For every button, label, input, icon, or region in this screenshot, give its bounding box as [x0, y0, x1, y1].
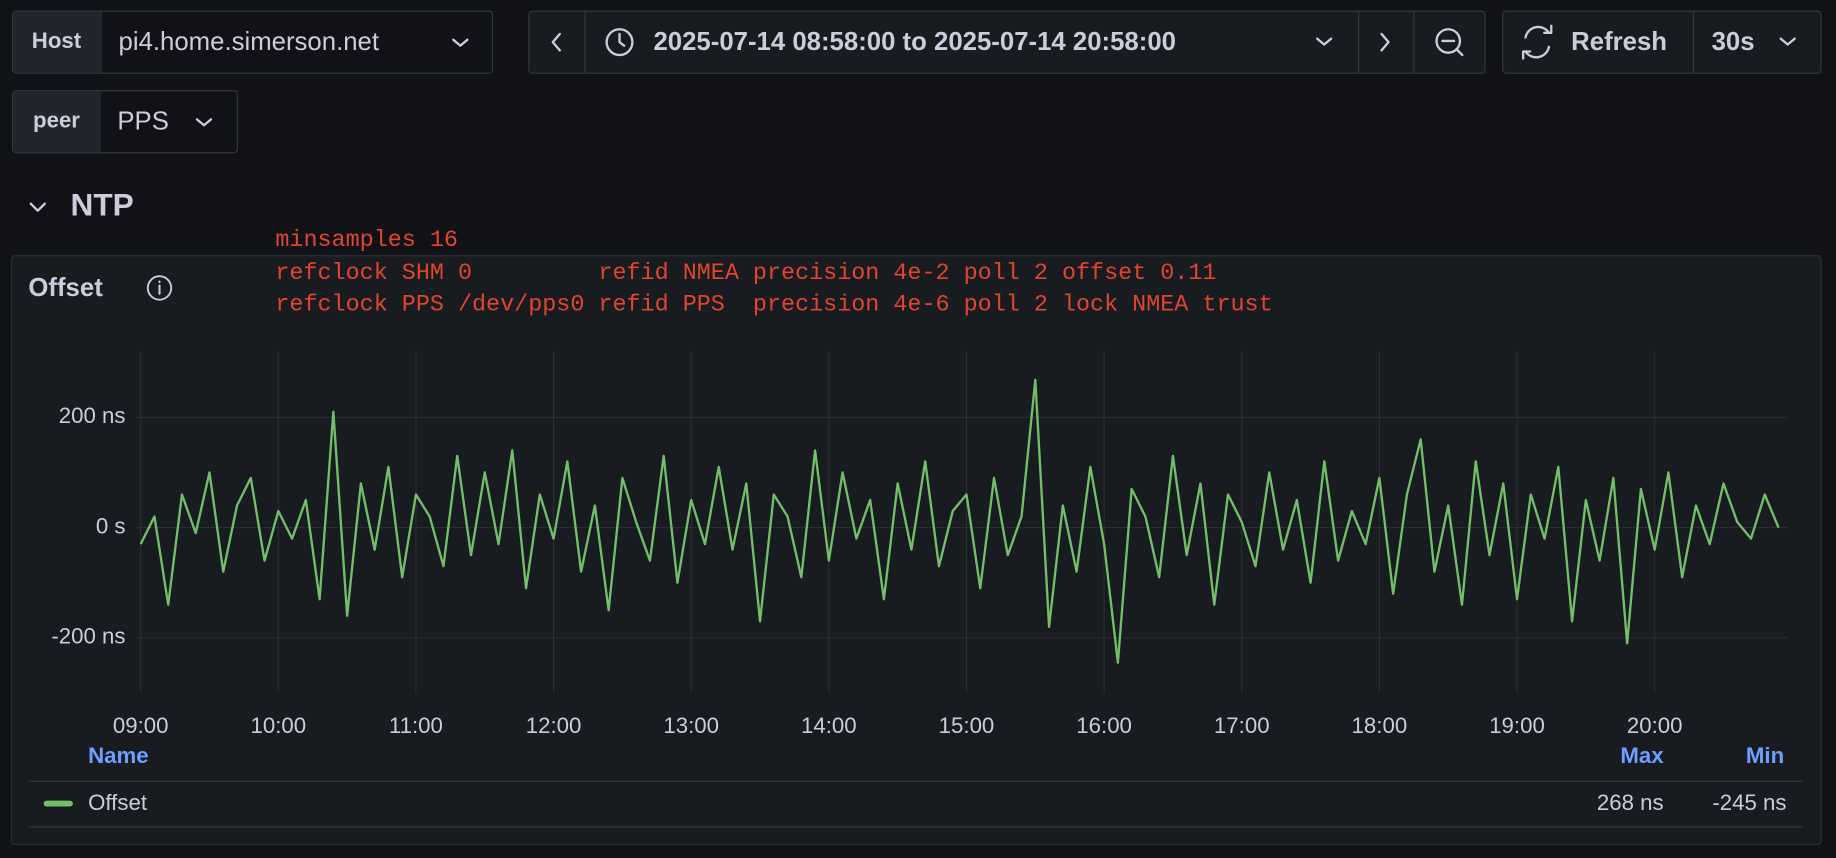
x-tick-label: 18:00: [1352, 713, 1408, 738]
legend-swatch: [43, 800, 73, 807]
x-tick-label: 19:00: [1489, 713, 1545, 738]
refresh-interval[interactable]: 30s: [1712, 28, 1755, 56]
legend-header[interactable]: Max: [1620, 743, 1664, 768]
chevron-down: [195, 118, 213, 127]
annotation-line: minsamples 16: [275, 228, 458, 254]
chevron-down: [1779, 37, 1796, 46]
host-box[interactable]: [12, 10, 494, 74]
host-variable[interactable]: Host pi4.home.simerson.net: [12, 10, 494, 74]
peer-value[interactable]: PPS: [117, 108, 169, 136]
refresh-icon[interactable]: [1521, 24, 1553, 60]
y-tick-label: 0 s: [96, 513, 126, 538]
chevron-down: [452, 38, 469, 47]
row-collapse[interactable]: [29, 202, 46, 212]
plot: 200 ns 0 s -200 ns 09:00 10:00 11:00 12:00 13:0…: [51, 351, 1788, 738]
legend-max: 268 ns: [1597, 790, 1664, 815]
y-tick-label: -200 ns: [51, 624, 125, 649]
x-tick-label: 15:00: [939, 713, 995, 738]
panel: [10, 255, 1822, 846]
host-label: Host: [32, 28, 82, 53]
peer-label-bg: [13, 91, 101, 153]
legend-header[interactable]: Min: [1746, 743, 1784, 768]
next-button[interactable]: [1380, 32, 1390, 52]
x-tick-label: 17:00: [1214, 713, 1270, 738]
peer-variable[interactable]: peer PPS: [12, 90, 238, 154]
time-picker-box: [528, 10, 1486, 74]
info-icon[interactable]: [146, 275, 173, 301]
time-picker[interactable]: 2025-07-14 08:58:00 to 2025-07-14 20:58:…: [528, 10, 1486, 74]
x-tick-label: 12:00: [526, 713, 582, 738]
refresh-box: [1502, 10, 1822, 74]
host-label-bg: [13, 11, 103, 73]
clock-icon: [605, 28, 634, 57]
zoom-icon: [1441, 39, 1464, 57]
y-tick-label: 200 ns: [59, 403, 126, 428]
clock-hands: [618, 32, 626, 47]
x-tick-label: 20:00: [1627, 713, 1683, 738]
x-tick-label: 16:00: [1076, 713, 1132, 738]
panel-title: Offset: [28, 274, 103, 302]
time-range[interactable]: 2025-07-14 08:58:00 to 2025-07-14 20:58:…: [653, 28, 1176, 56]
chevron-down: [1315, 37, 1333, 46]
annotation-line: refclock PPS /dev/pps0 refid PPS precisi…: [275, 293, 1272, 319]
host-value[interactable]: pi4.home.simerson.net: [119, 28, 380, 56]
x-tick-label: 09:00: [113, 713, 169, 738]
annotation-line: refclock SHM 0 refid NMEA precision 4e-2…: [275, 261, 1216, 287]
zoom-out-button[interactable]: [1435, 28, 1462, 54]
series-line: [139, 378, 1780, 664]
refresh-button[interactable]: Refresh: [1571, 28, 1667, 56]
x-tick-label: 14:00: [801, 713, 857, 738]
x-tick-label: 10:00: [250, 713, 306, 738]
legend-label[interactable]: Offset: [88, 790, 148, 815]
prev-button[interactable]: [551, 32, 561, 52]
x-tick-label: 11:00: [389, 713, 443, 738]
refresh-picker[interactable]: Refresh 30s: [1502, 10, 1822, 74]
x-tick-label: 13:00: [663, 713, 719, 738]
legend-header[interactable]: Name: [88, 743, 149, 768]
legend-min: -245 ns: [1712, 790, 1786, 815]
peer-label: peer: [33, 108, 80, 133]
row-title[interactable]: NTP: [71, 187, 134, 223]
